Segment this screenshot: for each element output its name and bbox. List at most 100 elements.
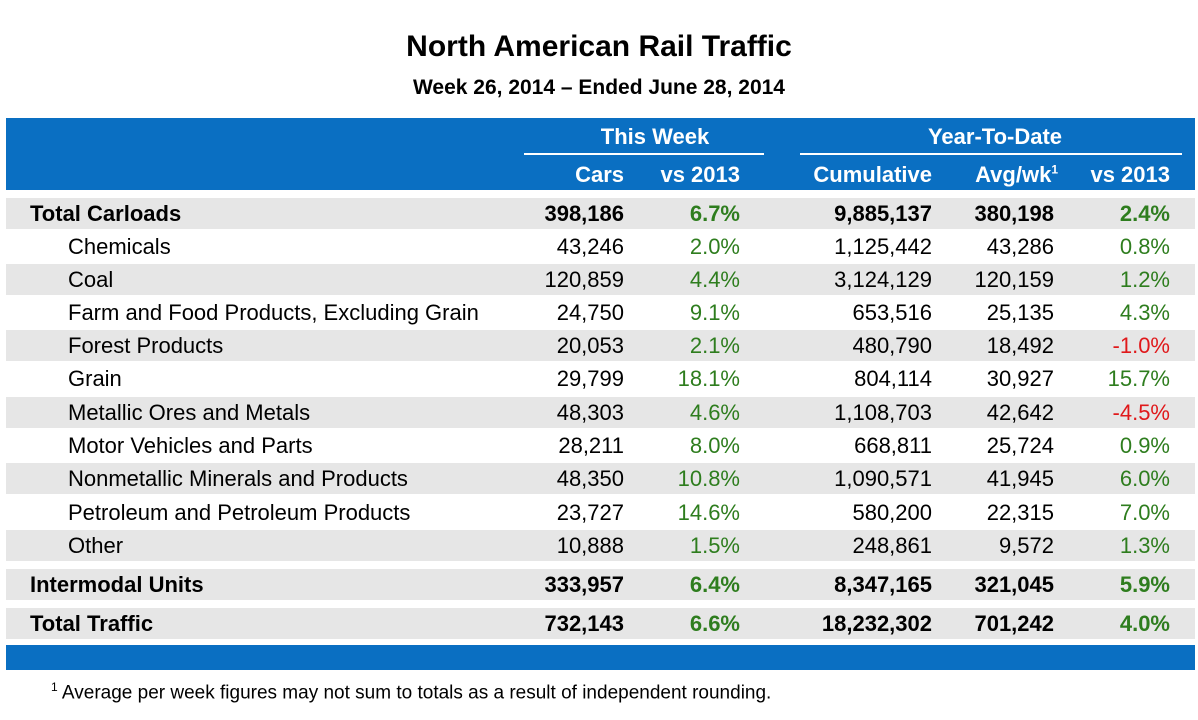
cell-avg-wk: 22,315 xyxy=(986,500,1054,525)
cell-ytd-vs-2013: 5.9% xyxy=(1119,572,1170,597)
row-label: Total Traffic xyxy=(30,611,154,636)
cell-cars-vs-2013: 2.1% xyxy=(689,333,740,358)
cell-avg-wk: 30,927 xyxy=(986,366,1054,391)
table-row: Total Traffic 732,143 6.6% 18,232,302 701,24… xyxy=(6,608,1195,639)
group-rule-ytd xyxy=(800,153,1182,155)
col-header-cumulative: Cumulative xyxy=(813,162,932,187)
cell-avg-wk: 25,135 xyxy=(986,300,1054,325)
cell-ytd-vs-2013: 2.4% xyxy=(1119,201,1170,226)
cell-cars: 398,186 xyxy=(544,201,624,226)
footnote-text: Average per week figures may not sum to … xyxy=(61,682,772,704)
cell-ytd-vs-2013: 0.8% xyxy=(1119,234,1170,259)
page-subtitle: Week 26, 2014 – Ended June 28, 2014 xyxy=(412,76,785,99)
cell-cumulative: 248,861 xyxy=(852,533,932,558)
page-title: North American Rail Traffic xyxy=(406,30,792,63)
group-header-ytd: Year-To-Date xyxy=(927,124,1063,149)
cell-cars: 20,053 xyxy=(556,333,624,358)
cell-ytd-vs-2013: 7.0% xyxy=(1119,500,1170,525)
cell-cars: 48,350 xyxy=(556,466,624,491)
row-label: Grain xyxy=(68,366,122,391)
cell-cars-vs-2013: 8.0% xyxy=(689,433,740,458)
cell-cars-vs-2013: 6.7% xyxy=(689,201,740,226)
cell-cars: 29,799 xyxy=(556,366,624,391)
cell-cars-vs-2013: 6.6% xyxy=(689,611,740,636)
cell-ytd-vs-2013: -1.0% xyxy=(1112,333,1170,358)
avg-wk-label: Avg/wk xyxy=(975,162,1052,187)
cell-cumulative: 9,885,137 xyxy=(834,201,932,226)
cell-cars-vs-2013: 4.6% xyxy=(689,400,740,425)
table-row: Petroleum and Petroleum Products 23,727 14… xyxy=(6,497,1195,528)
row-label: Metallic Ores and Metals xyxy=(68,400,311,425)
cell-cumulative: 580,200 xyxy=(852,500,932,525)
row-label: Motor Vehicles and Parts xyxy=(68,433,313,458)
cell-cumulative: 18,232,302 xyxy=(821,611,932,636)
col-header-vs2013-week: vs 2013 xyxy=(660,162,740,187)
cell-cars-vs-2013: 1.5% xyxy=(689,533,740,558)
table-row: Coal 120,859 4.4% 3,124,129 120,159 1.2% xyxy=(6,264,1195,295)
footnote-marker: 1 xyxy=(51,680,58,694)
row-label: Intermodal Units xyxy=(30,572,204,597)
cell-cars: 732,143 xyxy=(544,611,624,636)
col-header-avg-wk: Avg/wk1 xyxy=(932,162,1058,188)
cell-cars: 24,750 xyxy=(556,300,624,325)
cell-ytd-vs-2013: 1.2% xyxy=(1119,267,1170,292)
table-row: Motor Vehicles and Parts 28,211 8.0% 668,81… xyxy=(6,430,1195,461)
cell-cumulative: 8,347,165 xyxy=(834,572,932,597)
cell-cars: 120,859 xyxy=(544,267,624,292)
cell-cars-vs-2013: 18.1% xyxy=(677,366,740,391)
col-header-cars: Cars xyxy=(575,162,624,187)
row-label: Total Carloads xyxy=(30,201,182,226)
group-header-this-week: This Week xyxy=(600,124,710,149)
col-header-vs2013-ytd: vs 2013 xyxy=(1090,162,1170,187)
cell-ytd-vs-2013: -4.5% xyxy=(1112,400,1170,425)
cell-cars-vs-2013: 10.8% xyxy=(677,466,740,491)
cell-cars-vs-2013: 6.4% xyxy=(689,572,740,597)
row-label: Nonmetallic Minerals and Products xyxy=(68,466,408,491)
footnote: 1 Average per week figures may not sum t… xyxy=(51,680,771,704)
table-footer-band xyxy=(6,645,1195,670)
avg-wk-footnote-marker: 1 xyxy=(1051,162,1058,177)
table-row: Forest Products 20,053 2.1% 480,790 18,492 -1… xyxy=(6,330,1195,361)
cell-cars: 43,246 xyxy=(556,234,624,259)
cell-cars: 23,727 xyxy=(556,500,624,525)
cell-cars: 333,957 xyxy=(544,572,624,597)
cell-avg-wk: 120,159 xyxy=(974,267,1054,292)
table-row: Farm and Food Products, Excluding Grain 2… xyxy=(6,297,1195,328)
group-rule-this-week xyxy=(524,153,764,155)
table-row: Grain 29,799 18.1% 804,114 30,927 15.7% xyxy=(6,363,1195,394)
cell-avg-wk: 25,724 xyxy=(986,433,1054,458)
table-row: Total Carloads 398,186 6.7% 9,885,137 380,19… xyxy=(6,198,1195,229)
row-label: Chemicals xyxy=(68,234,171,259)
cell-avg-wk: 42,642 xyxy=(986,400,1054,425)
cell-cars: 10,888 xyxy=(556,533,624,558)
row-label: Other xyxy=(68,533,124,558)
cell-cars: 48,303 xyxy=(556,400,624,425)
row-label: Farm and Food Products, Excluding Grain xyxy=(68,300,479,325)
row-label: Petroleum and Petroleum Products xyxy=(68,500,411,525)
cell-cumulative: 3,124,129 xyxy=(834,267,932,292)
cell-avg-wk: 380,198 xyxy=(974,201,1054,226)
cell-cumulative: 1,125,442 xyxy=(834,234,932,259)
cell-cars-vs-2013: 9.1% xyxy=(689,300,740,325)
table-row: Metallic Ores and Metals 48,303 4.6% 1,108,… xyxy=(6,397,1195,428)
row-label: Coal xyxy=(68,267,114,292)
row-label: Forest Products xyxy=(68,333,224,358)
cell-cumulative: 1,108,703 xyxy=(834,400,932,425)
cell-ytd-vs-2013: 4.0% xyxy=(1119,611,1170,636)
table-row: Chemicals 43,246 2.0% 1,125,442 43,286 0.8% xyxy=(6,231,1195,262)
cell-avg-wk: 18,492 xyxy=(986,333,1054,358)
cell-cars-vs-2013: 14.6% xyxy=(677,500,740,525)
cell-avg-wk: 9,572 xyxy=(998,533,1054,558)
cell-cars: 28,211 xyxy=(558,433,624,458)
cell-cars-vs-2013: 4.4% xyxy=(689,267,740,292)
cell-ytd-vs-2013: 0.9% xyxy=(1119,433,1170,458)
table-row: Intermodal Units 333,957 6.4% 8,347,165 321,… xyxy=(6,569,1195,600)
table-row: Nonmetallic Minerals and Products 48,350 1… xyxy=(6,463,1195,494)
table-header: This Week Year-To-Date Cars vs 2013 Cumu… xyxy=(6,118,1195,190)
cell-avg-wk: 701,242 xyxy=(974,611,1054,636)
cell-cumulative: 480,790 xyxy=(852,333,932,358)
cell-ytd-vs-2013: 1.3% xyxy=(1119,533,1170,558)
cell-avg-wk: 41,945 xyxy=(986,466,1054,491)
cell-ytd-vs-2013: 4.3% xyxy=(1119,300,1170,325)
cell-avg-wk: 43,286 xyxy=(986,234,1054,259)
